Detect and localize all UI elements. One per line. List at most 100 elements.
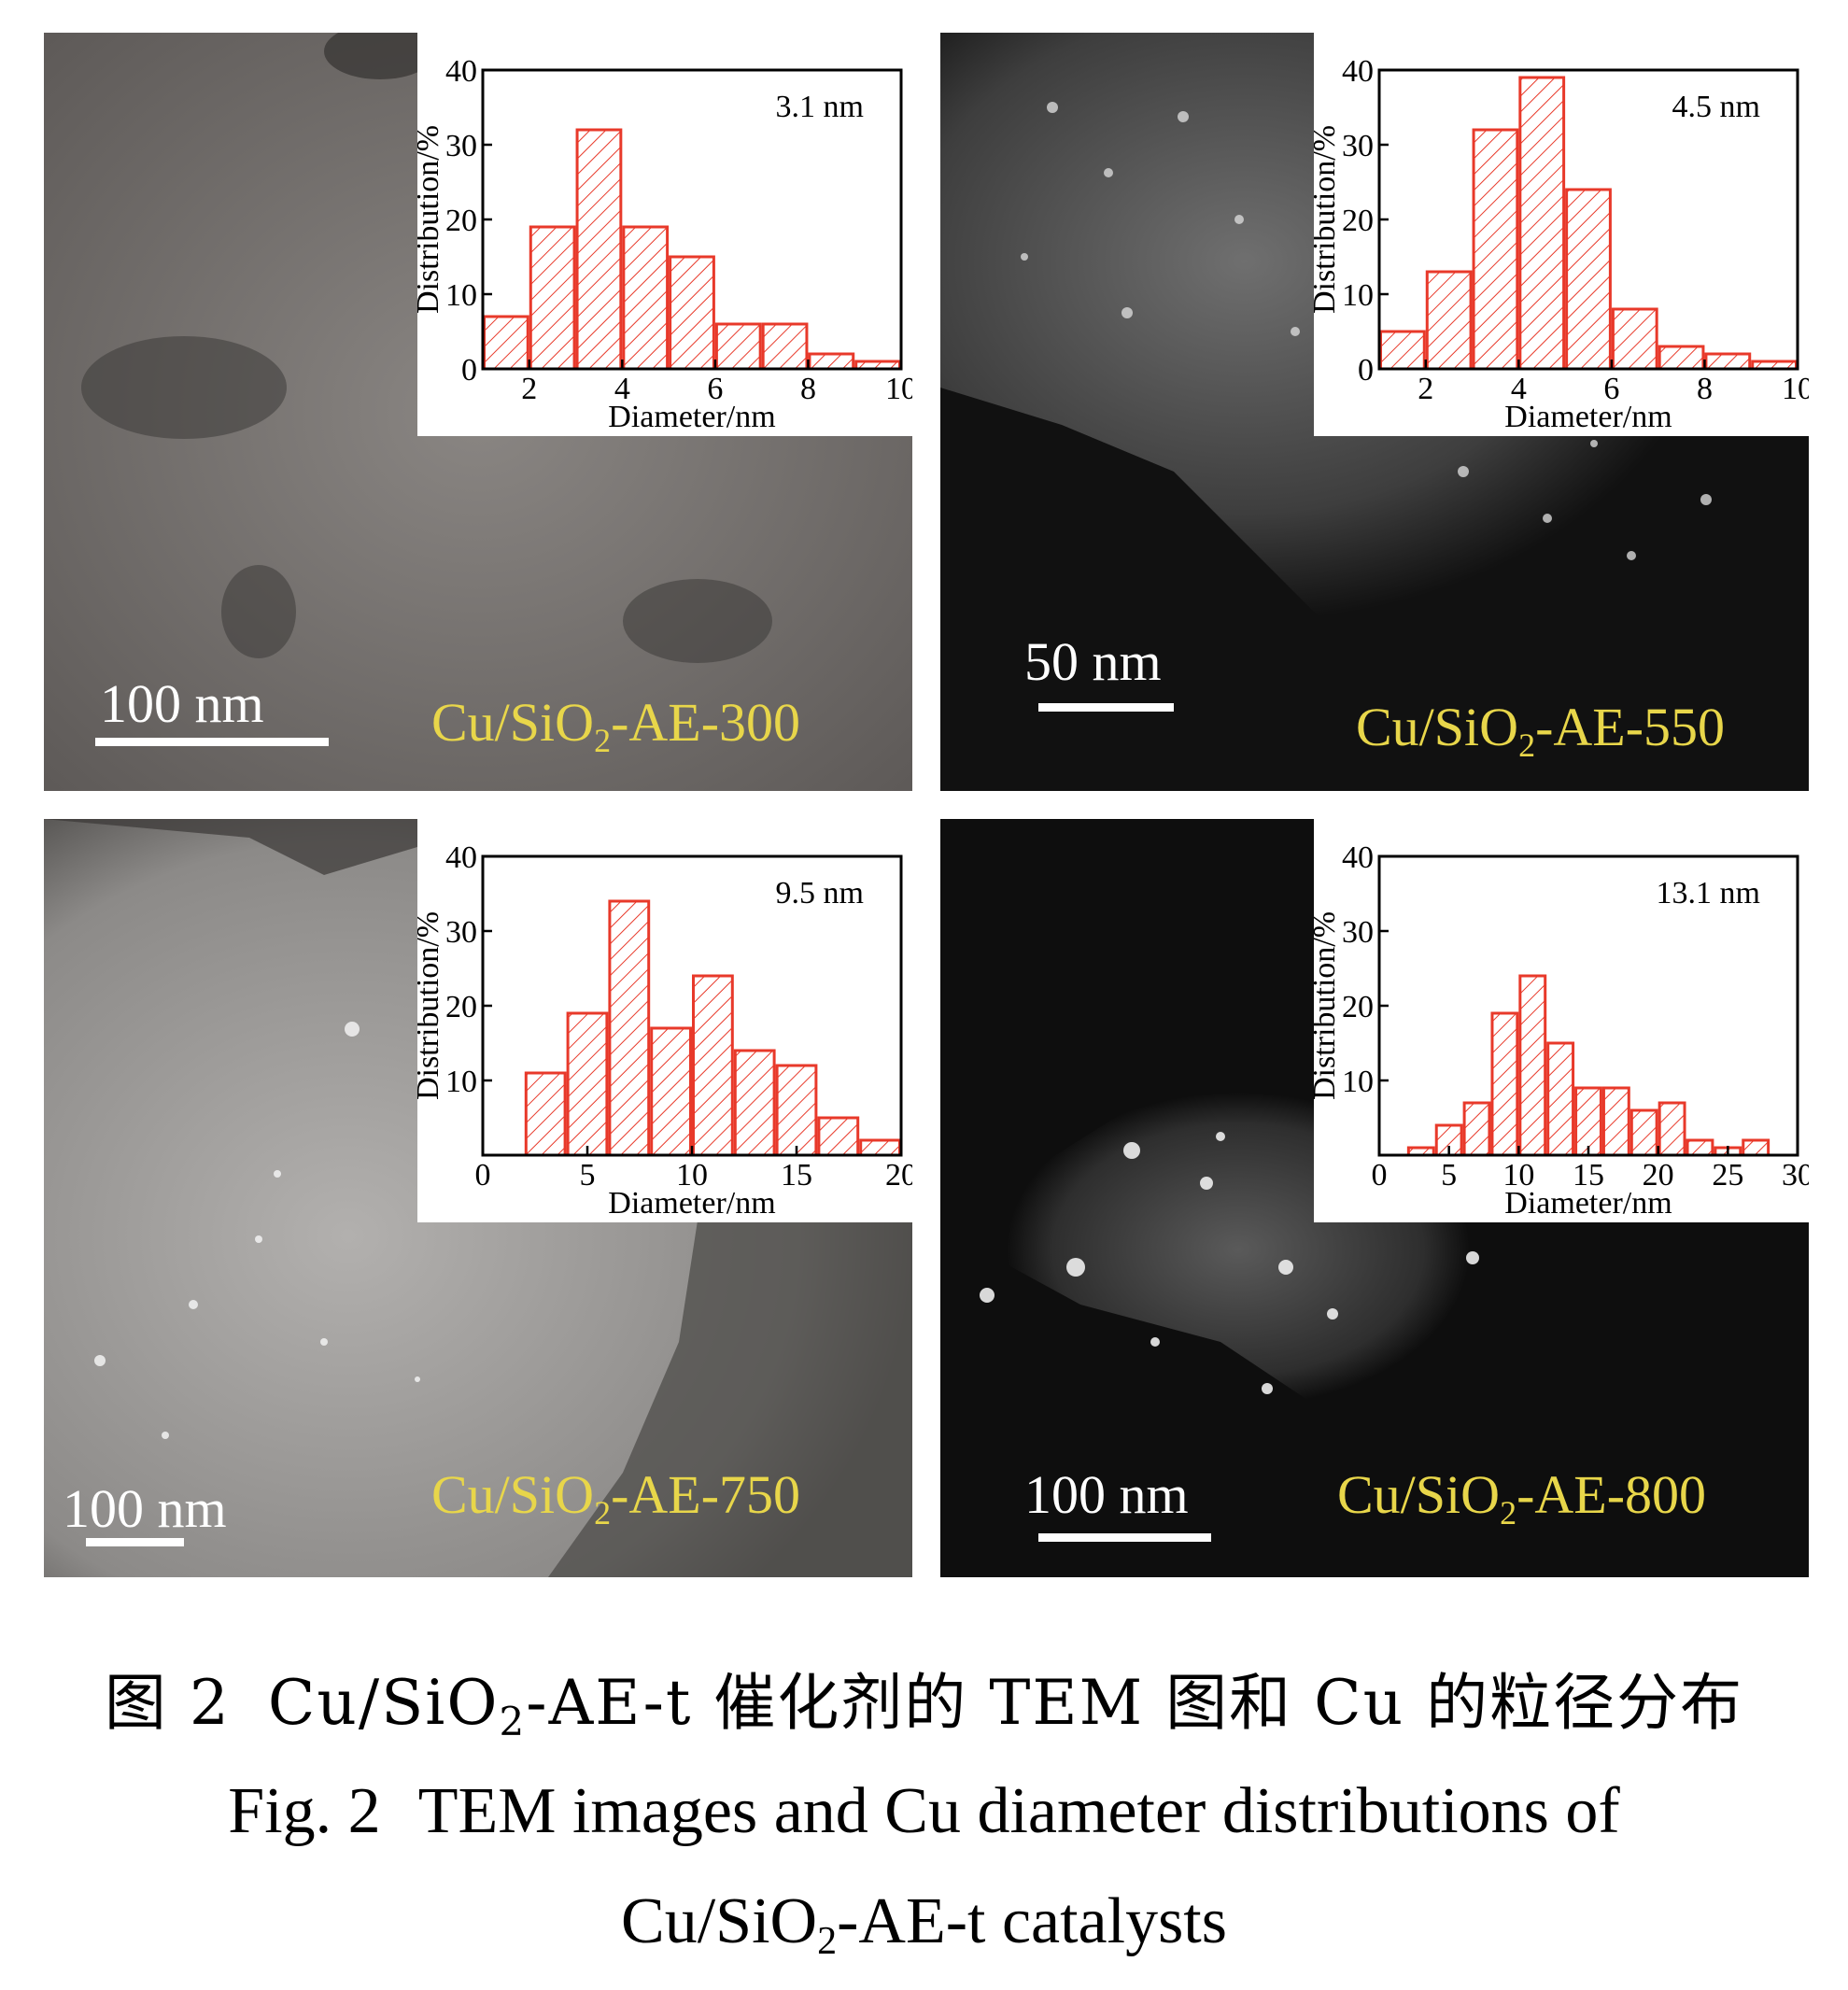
- histogram-bar: [669, 255, 715, 371]
- histogram-bar: [622, 225, 670, 371]
- x-tick-label: 10: [885, 372, 912, 406]
- caption-cn-sub: 2: [499, 1699, 527, 1744]
- sample-label: Cu/SiO2-AE-750: [431, 1463, 800, 1532]
- sample-label: Cu/SiO2-AE-550: [1356, 696, 1725, 765]
- sample-label-prefix: Cu/SiO: [1356, 697, 1519, 757]
- sample-label: Cu/SiO2-AE-800: [1337, 1463, 1706, 1532]
- y-tick-label: 30: [1342, 129, 1374, 163]
- histogram-bar: [483, 315, 529, 371]
- mean-diameter-annotation: 4.5 nm: [1672, 90, 1760, 124]
- y-tick-label: 20: [1342, 204, 1374, 238]
- histogram-chart: 2 4 6 8 10 0 10 20 30 40 Diameter/nm Distribution/%…: [417, 54, 912, 434]
- x-tick-label: 0: [475, 1158, 491, 1193]
- caption-en-line2-b: -AE-t catalysts: [837, 1885, 1227, 1957]
- y-axis-label: Distribution/%: [417, 911, 445, 1100]
- figure-caption-english-line1: Fig. 2 TEM images and Cu diameter distrib…: [0, 1774, 1848, 1849]
- scale-bar-label: 100 nm: [63, 1478, 227, 1539]
- x-axis-label: Diameter/nm: [608, 1186, 775, 1221]
- sample-label-suffix: -AE-800: [1516, 1464, 1707, 1525]
- histogram-inset: 2 4 6 8 10 0 10 20 30 40 Diameter/nm Distribution/%…: [417, 33, 912, 436]
- x-axis-label: Diameter/nm: [1504, 400, 1672, 434]
- histogram-bar: [1686, 1138, 1714, 1157]
- y-axis-label: Distribution/%: [1314, 911, 1342, 1100]
- histogram-chart: 0 5 10 15 20 10 20 30 40 Diameter/nm Distribution/…: [417, 840, 912, 1221]
- histogram-bar: [575, 128, 623, 371]
- x-tick-label: 6: [707, 372, 723, 406]
- x-tick-label: 6: [1603, 372, 1619, 406]
- y-axis-label: Distribution/%: [1314, 125, 1342, 314]
- histogram-bar: [1472, 128, 1519, 371]
- histogram-bar: [566, 1011, 609, 1157]
- tem-panel-ae550: 2 4 6 8 10 0 10 20 30 40 Diameter/nm Distribution/%…: [940, 33, 1809, 791]
- x-axis-label: Diameter/nm: [608, 400, 775, 434]
- caption-cn-text-a: Cu/SiO: [267, 1667, 500, 1739]
- x-tick-label: 10: [1502, 1158, 1534, 1193]
- x-tick-label: 0: [1372, 1158, 1388, 1193]
- scale-bar: [1038, 1533, 1211, 1542]
- histogram-bar: [1611, 307, 1658, 371]
- scale-bar-label: 100 nm: [1024, 1464, 1189, 1525]
- x-tick-label: 20: [1643, 1158, 1674, 1193]
- histogram-bar: [817, 1116, 860, 1157]
- sample-label-prefix: Cu/SiO: [1337, 1464, 1501, 1525]
- caption-en-line2-sub: 2: [817, 1920, 838, 1963]
- x-tick-label: 30: [1782, 1158, 1809, 1193]
- tem-panel-ae300: 2 4 6 8 10 0 10 20 30 40 Diameter/nm Distribution/%…: [44, 33, 912, 791]
- x-tick-label: 2: [1418, 372, 1433, 406]
- figure-number-en: Fig. 2: [228, 1775, 381, 1847]
- histogram-bar: [808, 352, 855, 371]
- histogram-bar: [1462, 1101, 1491, 1157]
- scale-bar: [86, 1538, 184, 1546]
- sample-label-sub: 2: [594, 1494, 612, 1531]
- sample-label-sub: 2: [594, 722, 612, 759]
- y-tick-label: 20: [1342, 990, 1374, 1024]
- x-tick-label: 20: [885, 1158, 912, 1193]
- histogram-bar: [1565, 188, 1612, 371]
- tem-panel-ae800: 0 5 10 15 20 25 30 10 20 30 40 Diameter/nm Distribut…: [940, 819, 1809, 1577]
- histogram-bar: [1490, 1011, 1519, 1157]
- histogram-inset: 2 4 6 8 10 0 10 20 30 40 Diameter/nm Distribution/%…: [1314, 33, 1809, 436]
- sample-label-suffix: -AE-750: [611, 1464, 801, 1525]
- histogram-bar: [524, 1071, 567, 1157]
- histogram-bar: [761, 322, 809, 371]
- histogram-bar: [692, 974, 734, 1157]
- x-tick-label: 8: [1697, 372, 1713, 406]
- figure-caption-chinese: 图 2 Cu/SiO2-AE-t 催化剂的 TEM 图和 Cu 的粒径分布: [0, 1653, 1848, 1744]
- sample-label: Cu/SiO2-AE-300: [431, 691, 800, 760]
- scale-bar-label: 50 nm: [1024, 631, 1162, 692]
- y-tick-label: 10: [1342, 278, 1374, 313]
- y-tick-label: 40: [1342, 54, 1374, 89]
- histogram-bar: [1425, 270, 1473, 371]
- figure-number-cn: 图 2: [104, 1667, 231, 1739]
- y-tick-label: 40: [445, 54, 477, 89]
- histogram-bar: [859, 1138, 902, 1157]
- histogram-inset: 0 5 10 15 20 10 20 30 40 Diameter/nm Distribution/…: [417, 819, 912, 1222]
- histogram-bar: [1379, 330, 1426, 371]
- x-tick-label: 10: [676, 1158, 708, 1193]
- histogram-bar: [775, 1064, 818, 1157]
- sample-label-suffix: -AE-300: [611, 692, 801, 753]
- sample-label-sub: 2: [1518, 727, 1536, 764]
- tem-panel-ae750: 0 5 10 15 20 10 20 30 40 Diameter/nm Distribution/…: [44, 819, 912, 1577]
- sample-label-prefix: Cu/SiO: [431, 1464, 595, 1525]
- histogram-bar: [650, 1026, 692, 1157]
- y-tick-label: 10: [445, 278, 477, 313]
- sample-label-suffix: -AE-550: [1535, 697, 1726, 757]
- scale-bar-label: 100 nm: [100, 673, 264, 734]
- histogram-bar: [1742, 1138, 1770, 1157]
- y-tick-label: 10: [445, 1065, 477, 1099]
- x-tick-label: 5: [1441, 1158, 1457, 1193]
- histogram-bar: [1658, 345, 1705, 371]
- histogram-bar: [1704, 352, 1752, 371]
- scale-bar: [1038, 703, 1174, 712]
- mean-diameter-annotation: 13.1 nm: [1657, 876, 1760, 910]
- y-tick-label: 20: [445, 990, 477, 1024]
- caption-en-line2-a: Cu/SiO: [621, 1885, 818, 1957]
- histogram-bar: [733, 1049, 776, 1157]
- x-tick-label: 15: [781, 1158, 812, 1193]
- x-tick-label: 8: [800, 372, 816, 406]
- x-tick-label: 4: [614, 372, 630, 406]
- y-tick-label: 30: [1342, 915, 1374, 950]
- x-tick-label: 10: [1782, 372, 1809, 406]
- y-tick-label: 30: [445, 129, 477, 163]
